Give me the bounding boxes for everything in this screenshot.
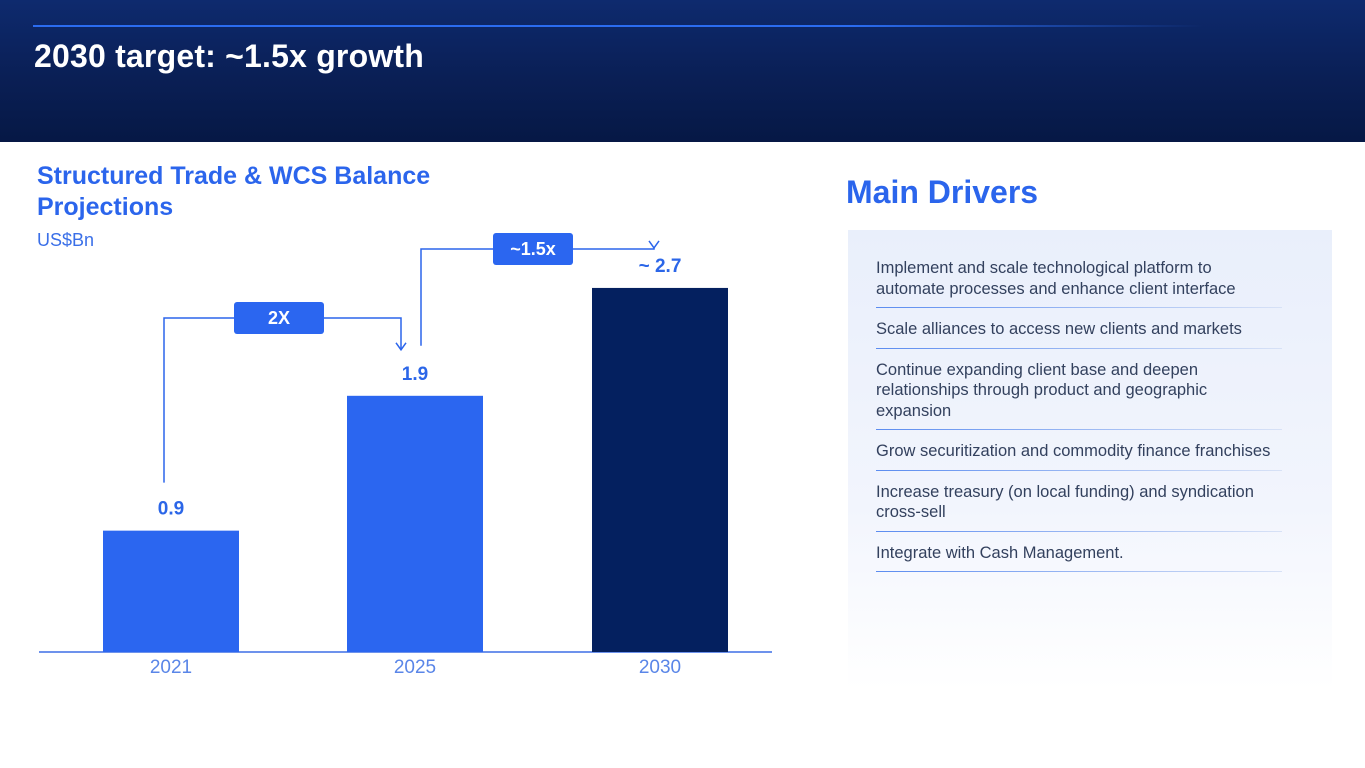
- x-tick-label-2030: 2030: [639, 657, 681, 678]
- header-banner: 2030 target: ~1.5x growth: [0, 0, 1365, 142]
- x-tick-label-2021: 2021: [150, 657, 192, 678]
- arrow-head-icon: [648, 240, 660, 250]
- chart-title: Structured Trade & WCS Balance Projectio…: [37, 162, 431, 221]
- driver-item: Grow securitization and commodity financ…: [876, 441, 1282, 471]
- chart-unit-label: US$Bn: [37, 230, 95, 250]
- page-title: 2030 target: ~1.5x growth: [34, 38, 425, 74]
- drivers-title: Main Drivers: [846, 174, 1039, 210]
- driver-item: Implement and scale technological platfo…: [876, 258, 1282, 308]
- growth-badge: [493, 233, 573, 265]
- driver-item: Scale alliances to access new clients an…: [876, 319, 1282, 349]
- bar-2021: [103, 530, 239, 652]
- growth-badge-label: ~1.5x: [510, 239, 556, 259]
- x-tick-label-2025: 2025: [394, 657, 436, 678]
- drivers-list: Implement and scale technological platfo…: [876, 258, 1282, 583]
- bar-2030: [592, 287, 728, 652]
- arrow-head-icon: [395, 342, 407, 352]
- drivers-panel: Implement and scale technological platfo…: [848, 230, 1332, 690]
- driver-item: Continue expanding client base and deepe…: [876, 359, 1282, 430]
- header-accent-line: [33, 25, 1203, 27]
- data-label-2030: ~ 2.7: [639, 256, 682, 277]
- growth-badge-label: 2X: [268, 308, 290, 328]
- bar-chart: 0.9 2021 1.9 2025 ~ 2.7 2030 2X ~1.5x: [39, 233, 772, 678]
- driver-item: Integrate with Cash Management.: [876, 542, 1282, 572]
- driver-item: Increase treasury (on local funding) and…: [876, 481, 1282, 532]
- bar-2025: [347, 395, 483, 652]
- data-label-2021: 0.9: [158, 499, 184, 520]
- growth-badge: [234, 302, 324, 334]
- data-label-2025: 1.9: [402, 364, 428, 385]
